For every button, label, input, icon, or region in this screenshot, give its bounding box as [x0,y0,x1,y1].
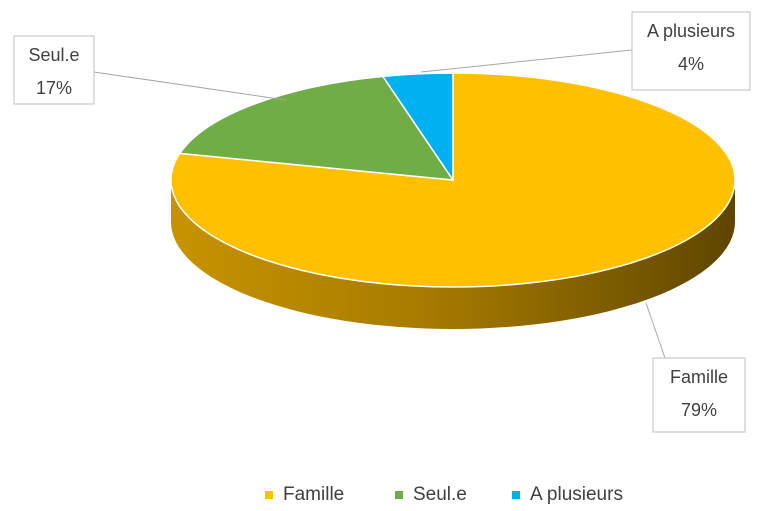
data-label-box-famille [652,357,746,433]
data-labels: Famille 79% Seul.e 17% A plusieurs 4% [13,11,751,433]
leader-line-famille [645,302,666,359]
data-label-name-a-plusieurs: A plusieurs [647,21,735,41]
data-label-name-seul-e: Seul.e [28,45,79,65]
pie-top-layer [170,72,736,288]
data-label-value-famille: 79% [681,400,717,420]
pie-side-famille [171,180,735,329]
legend-label-famille: Famille [283,484,344,505]
legend: Famille Seul.e A plusieurs [265,484,623,505]
legend-swatch-a-plusieurs [512,491,520,499]
legend-label-seul-e: Seul.e [413,484,467,505]
data-label-name-famille: Famille [670,367,728,387]
data-label-box-seul-e [13,35,95,105]
leader-lines [93,49,666,359]
pie-side-layer [171,180,735,329]
legend-swatch-famille [265,491,273,499]
data-label-box-a-plusieurs [631,11,751,91]
leader-line-seul-e [93,71,287,101]
legend-swatch-seul-e [395,491,403,499]
data-label-value-a-plusieurs: 4% [678,54,704,74]
leader-line-a-plusieurs [420,49,633,73]
legend-label-a-plusieurs: A plusieurs [530,484,623,505]
pie-slice-a-plusieurs [381,72,454,183]
pie-slice-seul-e [178,75,455,181]
data-label-value-seul-e: 17% [36,78,72,98]
